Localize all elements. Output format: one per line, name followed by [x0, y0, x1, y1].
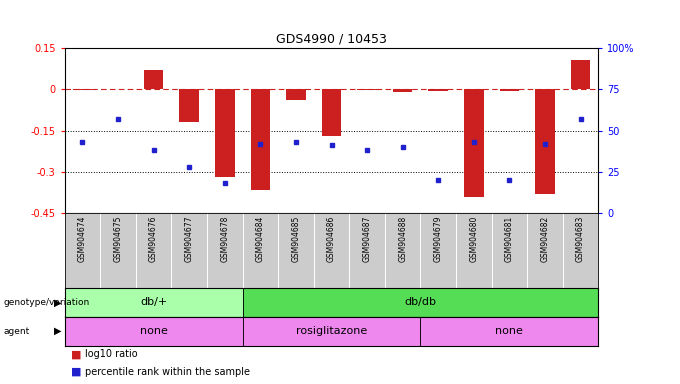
Bar [571, 60, 590, 89]
Bar [65, 288, 243, 317]
Text: agent: agent [3, 327, 30, 336]
Text: rosiglitazone: rosiglitazone [296, 326, 367, 336]
Text: GSM904679: GSM904679 [434, 215, 443, 262]
Bar [180, 89, 199, 122]
Text: ■: ■ [71, 366, 82, 377]
Bar [357, 89, 377, 90]
Text: GSM904682: GSM904682 [541, 215, 549, 262]
Text: GSM904684: GSM904684 [256, 215, 265, 262]
Text: GSM904680: GSM904680 [469, 215, 478, 262]
Text: log10 ratio: log10 ratio [85, 349, 137, 359]
Bar [464, 89, 483, 197]
Text: GSM904683: GSM904683 [576, 215, 585, 262]
Bar [500, 89, 520, 91]
Text: GSM904675: GSM904675 [114, 215, 122, 262]
Text: GSM904687: GSM904687 [362, 215, 371, 262]
Text: ■: ■ [71, 349, 82, 359]
Bar [65, 317, 243, 346]
Text: ▶: ▶ [54, 326, 61, 336]
Text: GSM904688: GSM904688 [398, 215, 407, 262]
Text: none: none [139, 326, 167, 336]
Bar [243, 317, 420, 346]
Text: GSM904676: GSM904676 [149, 215, 158, 262]
Text: GSM904677: GSM904677 [185, 215, 194, 262]
Text: db/db: db/db [405, 297, 437, 308]
Bar [243, 288, 598, 317]
Text: GSM904686: GSM904686 [327, 215, 336, 262]
Text: GSM904674: GSM904674 [78, 215, 87, 262]
Bar [535, 89, 555, 194]
Text: percentile rank within the sample: percentile rank within the sample [85, 366, 250, 377]
Text: ▶: ▶ [54, 297, 61, 308]
Bar [143, 70, 163, 89]
Bar [322, 89, 341, 136]
Bar [215, 89, 235, 177]
Text: db/+: db/+ [140, 297, 167, 308]
Text: GSM904681: GSM904681 [505, 215, 514, 262]
Text: GSM904678: GSM904678 [220, 215, 229, 262]
Bar [428, 89, 448, 91]
Text: none: none [496, 326, 524, 336]
Bar [250, 89, 270, 190]
Title: GDS4990 / 10453: GDS4990 / 10453 [276, 32, 387, 45]
Bar [420, 317, 598, 346]
Text: genotype/variation: genotype/variation [3, 298, 90, 307]
Text: GSM904685: GSM904685 [292, 215, 301, 262]
Bar [393, 89, 413, 92]
Bar [286, 89, 306, 100]
